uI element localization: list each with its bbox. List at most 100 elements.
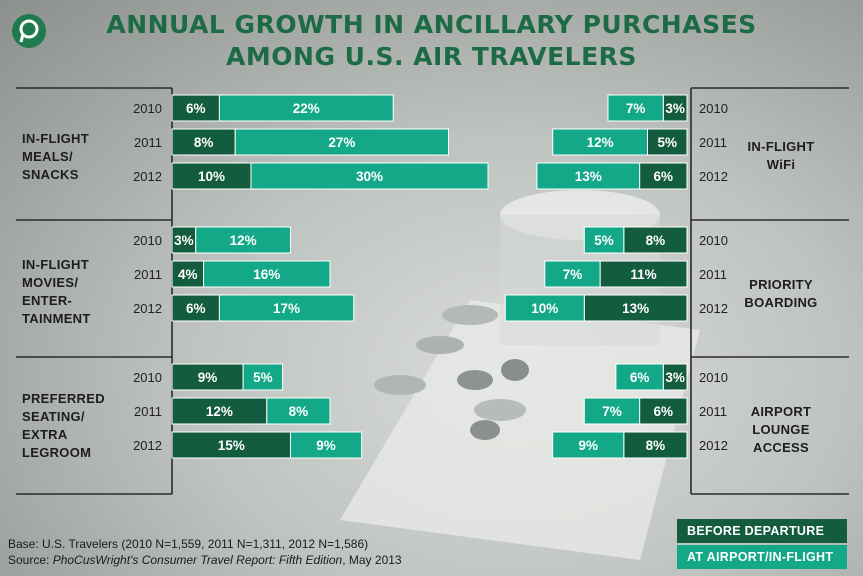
data-label-airport: 12%: [230, 233, 257, 248]
data-label-before: 8%: [646, 233, 666, 248]
logo-icon: [12, 14, 46, 48]
data-label-before: 5%: [657, 135, 677, 150]
data-label-airport: 13%: [575, 169, 602, 184]
bar-before-departure: [171, 260, 205, 288]
data-label-airport: 5%: [253, 370, 273, 385]
year-label: 2010: [699, 101, 728, 116]
data-label-before: 13%: [622, 301, 649, 316]
bar-airport-inflight: [290, 431, 363, 459]
year-label: 2010: [133, 370, 162, 385]
bar-airport-inflight: [552, 128, 649, 156]
data-label-airport: 8%: [289, 404, 309, 419]
data-label-before: 3%: [665, 101, 685, 116]
category-label-line: LEGROOM: [22, 445, 92, 460]
data-label-airport: 7%: [563, 267, 583, 282]
data-label-before: 8%: [194, 135, 214, 150]
year-label: 2010: [133, 101, 162, 116]
year-label: 2010: [699, 233, 728, 248]
category-label-line: MEALS/: [22, 149, 73, 164]
category-label-line: WiFi: [766, 157, 796, 172]
bar-airport-inflight: [218, 294, 355, 322]
year-label: 2011: [134, 135, 162, 150]
source-prefix: Source:: [8, 553, 53, 567]
data-label-airport: 10%: [531, 301, 558, 316]
category-label-line: IN-FLIGHT: [747, 139, 815, 154]
year-label: 2012: [699, 301, 728, 316]
category-label-line: AIRPORT: [750, 404, 812, 419]
footnote-source: Source: PhoCusWright's Consumer Travel R…: [8, 553, 402, 567]
data-label-before: 9%: [198, 370, 218, 385]
category-label-line: IN-FLIGHT: [22, 257, 89, 272]
bar-airport-inflight: [536, 162, 641, 190]
data-label-before: 6%: [654, 169, 674, 184]
year-label: 2010: [133, 233, 162, 248]
year-label: 2011: [699, 135, 727, 150]
category-label-line: MOVIES/: [22, 275, 79, 290]
bar-before-departure: [171, 431, 291, 459]
category-label-line: ENTER-: [22, 293, 73, 308]
bar-before-departure: [623, 431, 688, 459]
year-label: 2010: [699, 370, 728, 385]
category-label-wifi: IN-FLIGHT WiFi: [706, 138, 856, 174]
data-label-before: 3%: [174, 233, 194, 248]
bar-airport-inflight: [544, 260, 601, 288]
category-label-line: SNACKS: [22, 167, 79, 182]
bar-airport-inflight: [234, 128, 449, 156]
footnote-base: Base: U.S. Travelers (2010 N=1,559, 2011…: [8, 537, 369, 551]
category-label-meals: IN-FLIGHT MEALS/ SNACKS: [22, 130, 89, 184]
data-label-airport: 9%: [578, 438, 598, 453]
bar-before-departure: [171, 397, 268, 425]
category-label-line: PRIORITY: [749, 277, 813, 292]
data-label-airport: 30%: [356, 169, 383, 184]
bar-before-departure: [639, 397, 688, 425]
data-label-airport: 22%: [293, 101, 320, 116]
year-label: 2011: [699, 404, 727, 419]
bar-before-departure: [647, 128, 688, 156]
data-label-before: 15%: [218, 438, 245, 453]
bar-airport-inflight: [552, 431, 625, 459]
bar-airport-inflight: [504, 294, 585, 322]
category-label-boarding: PRIORITY BOARDING: [706, 276, 856, 312]
year-label: 2012: [699, 169, 728, 184]
data-label-before: 12%: [206, 404, 233, 419]
data-label-airport: 9%: [316, 438, 336, 453]
year-label: 2011: [134, 267, 162, 282]
year-label: 2012: [133, 301, 162, 316]
year-label: 2011: [699, 267, 727, 282]
bar-before-departure: [171, 94, 220, 122]
data-label-before: 3%: [665, 370, 685, 385]
data-label-before: 8%: [646, 438, 666, 453]
data-label-before: 6%: [186, 101, 206, 116]
data-label-airport: 27%: [328, 135, 355, 150]
data-label-airport: 6%: [630, 370, 650, 385]
legend-before-departure: BEFORE DEPARTURE: [677, 519, 847, 543]
category-label-line: ACCESS: [753, 440, 809, 455]
category-label-line: PREFERRED: [22, 391, 105, 406]
bar-airport-inflight: [615, 363, 664, 391]
category-label-line: IN-FLIGHT: [22, 131, 89, 146]
category-label-line: TAINMENT: [22, 311, 91, 326]
year-label: 2012: [133, 169, 162, 184]
bar-airport-inflight: [250, 162, 489, 190]
source-suffix: , May 2013: [342, 553, 402, 567]
bar-before-departure: [583, 294, 688, 322]
data-label-airport: 12%: [587, 135, 614, 150]
logo-mark: [19, 19, 39, 43]
data-label-airport: 16%: [253, 267, 280, 282]
year-label: 2012: [133, 438, 162, 453]
bar-before-departure: [623, 226, 688, 254]
bar-before-departure: [171, 162, 252, 190]
year-label: 2011: [134, 404, 162, 419]
bar-airport-inflight: [607, 94, 664, 122]
bar-airport-inflight: [242, 363, 284, 391]
bar-airport-inflight: [583, 226, 625, 254]
bar-airport-inflight: [583, 397, 641, 425]
data-label-before: 6%: [654, 404, 674, 419]
bar-before-departure: [599, 260, 688, 288]
category-label-line: LOUNGE: [752, 422, 810, 437]
category-label-seating: PREFERRED SEATING/ EXTRA LEGROOM: [22, 390, 105, 462]
data-label-before: 4%: [178, 267, 198, 282]
legend-airport-inflight: AT AIRPORT/IN-FLIGHT: [677, 545, 847, 569]
